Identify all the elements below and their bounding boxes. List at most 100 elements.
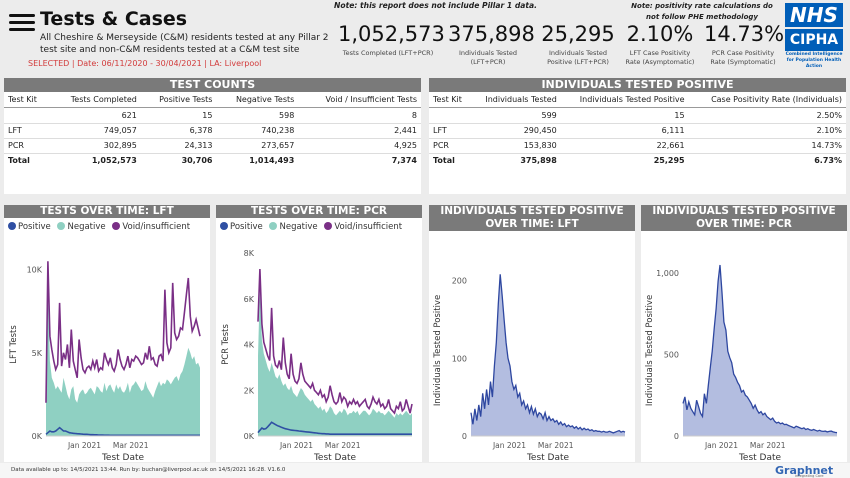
x-tick-label: Mar 2021 — [325, 441, 361, 450]
y-tick-label: 0K — [244, 432, 255, 441]
table-cell: 2.50% — [688, 107, 846, 124]
y-tick-label: 100 — [452, 354, 467, 363]
chart-plot[interactable]: 0 100 200 Individuals Tested Positive Test D… — [429, 233, 635, 462]
kpi-value: 14.73% — [704, 22, 785, 46]
table-cell: 302,895 — [49, 138, 141, 154]
negative-dot-icon — [57, 222, 66, 230]
cipha-logo: CIPHA — [785, 29, 843, 51]
column-header[interactable]: Negative Tests — [216, 92, 299, 108]
y-tick-label: 10K — [27, 266, 43, 275]
table-cell: 8 — [298, 107, 421, 124]
table-total-row: Total 375,898 25,295 6.73% — [429, 152, 846, 168]
y-tick-label: 8K — [244, 249, 255, 258]
y-tick-label: 0K — [32, 432, 43, 441]
column-header[interactable]: Void / Insufficient Tests — [298, 92, 421, 108]
x-axis-label: Test Date — [313, 453, 357, 462]
table-total-row: Total 1,052,573 30,706 1,014,493 7,374 — [4, 152, 421, 168]
void-line — [257, 268, 413, 415]
kpi-label: Individuals Tested (LFT+PCR) — [458, 49, 518, 66]
chart-title: INDIVIDUALS TESTED POSITIVE OVER TIME: P… — [641, 205, 847, 231]
table-cell: 2.10% — [688, 123, 846, 139]
table-cell: 24,313 — [140, 138, 217, 154]
kpi-individuals-tested: 375,898 Individuals Tested (LFT+PCR) — [448, 22, 535, 67]
legend-item-negative[interactable]: Negative — [57, 222, 106, 232]
positive-line — [682, 264, 838, 434]
positive-line — [470, 274, 626, 434]
kpi-individuals-positive: 25,295 Individuals Tested Positive (LFT+… — [538, 22, 618, 67]
column-header[interactable]: Individuals Tested — [470, 92, 561, 108]
table-cell: 153,830 — [470, 138, 561, 154]
table-row: LFT 290,450 6,111 2.10% — [429, 123, 846, 139]
y-tick-label: 1,000 — [656, 269, 679, 278]
chart-title: TESTS OVER TIME: LFT — [4, 205, 210, 218]
table-cell: 375,898 — [470, 152, 561, 168]
cipha-tagline: Combined Intelligence for Population Hea… — [785, 52, 843, 69]
legend-item-void[interactable]: Void/insufficient — [324, 222, 402, 232]
x-tick-label: Jan 2021 — [704, 441, 738, 450]
column-header[interactable]: Tests Completed — [49, 92, 141, 108]
kpi-lft-positivity: 2.10% LFT Case Positivity Rate (Asymptom… — [622, 22, 698, 67]
table-cell: 7,374 — [298, 152, 421, 168]
table-cell: 25,295 — [560, 152, 689, 168]
graphnet-tagline: Integrating Care — [795, 474, 824, 478]
table-header-row: Test Kit Tests Completed Positive Tests … — [4, 92, 421, 108]
kpi-label: LFT Case Positivity Rate (Asymptomatic) — [625, 49, 695, 66]
table-cell: 6.73% — [688, 152, 846, 168]
column-header[interactable]: Individuals Tested Positive — [560, 92, 689, 108]
y-tick-label: 6K — [244, 295, 255, 304]
legend-item-positive[interactable]: Positive — [220, 222, 263, 232]
page-title: Tests & Cases — [40, 8, 188, 30]
table-cell: 273,657 — [216, 138, 299, 154]
void-dot-icon — [324, 222, 333, 230]
table-cell: LFT — [4, 123, 50, 139]
positive-area — [683, 265, 837, 436]
pillar-note: Note: this report does not include Pilla… — [334, 1, 538, 10]
column-header[interactable]: Test Kit — [4, 92, 50, 108]
table-cell: 290,450 — [470, 123, 561, 139]
void-line — [45, 261, 201, 403]
chart-plot[interactable]: 0 500 1,000 Individuals Tested Positive Test… — [641, 233, 847, 462]
legend-item-void[interactable]: Void/insufficient — [112, 222, 190, 232]
kpi-value: 1,052,573 — [338, 22, 445, 46]
kpi-tests-completed: 1,052,573 Tests Completed (LFT+PCR) — [338, 22, 445, 58]
legend-item-negative[interactable]: Negative — [269, 222, 318, 232]
column-header[interactable]: Case Positivity Rate (Individuals) — [688, 92, 846, 108]
column-header[interactable]: Positive Tests — [140, 92, 217, 108]
chart-legend: Positive Negative Void/insufficient — [4, 218, 210, 232]
selection-summary: SELECTED | Date: 06/11/2020 - 30/04/2021… — [28, 59, 262, 68]
table-cell: 598 — [216, 107, 299, 124]
x-axis-label: Test Date — [738, 453, 782, 462]
positive-area — [471, 274, 625, 436]
table-cell: 740,238 — [216, 123, 299, 139]
legend-label: Positive — [230, 222, 263, 232]
menu-icon[interactable] — [9, 14, 35, 32]
void-dot-icon — [112, 222, 121, 230]
legend-label: Void/insufficient — [334, 222, 403, 232]
table-cell — [429, 107, 471, 124]
column-header[interactable]: Test Kit — [429, 92, 471, 108]
chart-pcr-positive: INDIVIDUALS TESTED POSITIVE OVER TIME: P… — [641, 205, 847, 462]
negative-area — [46, 286, 200, 436]
table-cell — [4, 107, 50, 124]
table-row: PCR 302,895 24,313 273,657 4,925 — [4, 138, 421, 154]
chart-title: TESTS OVER TIME: PCR — [216, 205, 422, 218]
table-cell: 22,661 — [560, 138, 689, 154]
y-tick-label: 2K — [244, 386, 255, 395]
y-tick-label: 0 — [462, 432, 467, 441]
kpi-label: PCR Case Positivity Rate (Symptomatic) — [710, 49, 776, 66]
positive-dot-icon — [220, 222, 228, 230]
kpi-value: 25,295 — [541, 22, 615, 46]
x-tick-label: Mar 2021 — [538, 441, 574, 450]
positive-table-panel: INDIVIDUALS TESTED POSITIVE Test Kit Ind… — [429, 78, 846, 194]
y-tick-label: 500 — [664, 351, 679, 360]
x-tick-label: Jan 2021 — [67, 441, 101, 450]
table-cell: LFT — [429, 123, 471, 139]
x-tick-label: Jan 2021 — [279, 441, 313, 450]
table-cell: PCR — [4, 138, 50, 154]
legend-item-positive[interactable]: Positive — [8, 222, 51, 232]
positive-line — [45, 426, 200, 437]
positive-line — [257, 421, 412, 435]
kpi-pcr-positivity: 14.73% PCR Case Positivity Rate (Symptom… — [704, 22, 785, 67]
